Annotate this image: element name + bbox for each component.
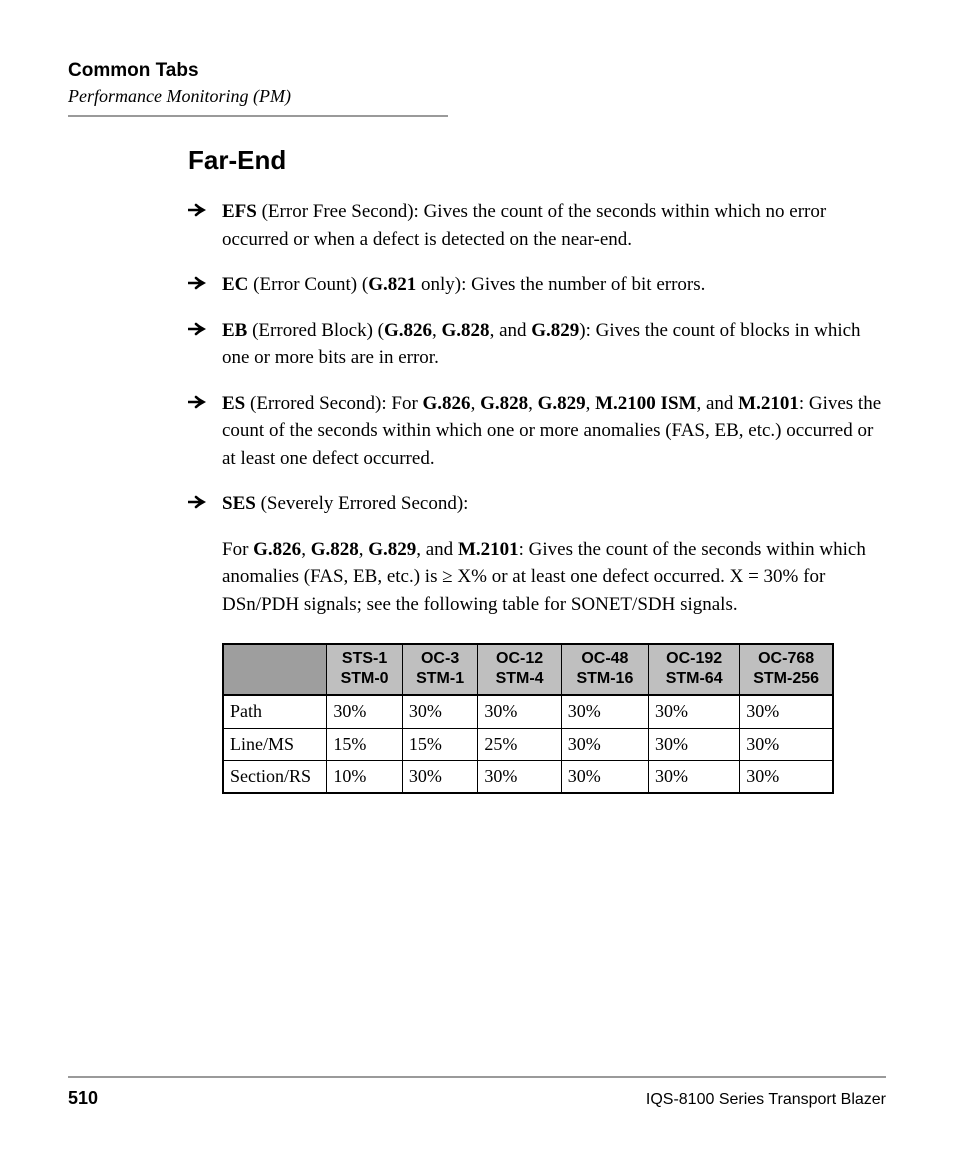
table-header: OC-768STM-256 [740, 644, 833, 696]
arrow-bullet-icon [188, 322, 208, 336]
table-cell: 30% [478, 760, 561, 793]
term-es: ES [222, 393, 245, 414]
table-header: OC-3STM-1 [402, 644, 478, 696]
table-cell: 30% [561, 728, 648, 760]
std-g828: G.828 [311, 539, 359, 560]
table-cell: 30% [740, 728, 833, 760]
std-m2100ism: M.2100 ISM [595, 393, 696, 414]
list-item-ec: EC (Error Count) (G.821 only): Gives the… [188, 271, 886, 299]
page-number: 510 [68, 1088, 98, 1109]
table-header-blank [223, 644, 327, 696]
table-cell: 30% [649, 760, 740, 793]
header-subtitle: Performance Monitoring (PM) [68, 86, 886, 107]
table-row: Line/MS 15% 15% 25% 30% 30% 30% [223, 728, 833, 760]
table-cell: 15% [327, 728, 403, 760]
text: (Errored Second): For [245, 393, 422, 414]
table-cell: 30% [561, 695, 648, 728]
table-header: OC-48STM-16 [561, 644, 648, 696]
term-efs: EFS [222, 201, 257, 222]
std-g826: G.826 [384, 320, 432, 341]
std-g828: G.828 [480, 393, 528, 414]
text: (Errored Block) ( [247, 320, 384, 341]
std-g829: G.829 [368, 539, 416, 560]
table-cell: 25% [478, 728, 561, 760]
text-efs: (Error Free Second): Gives the count of … [222, 201, 826, 250]
table-cell: 30% [740, 695, 833, 728]
text: only): Gives the number of bit errors. [416, 274, 705, 295]
list-item-es: ES (Errored Second): For G.826, G.828, G… [188, 390, 886, 473]
list-item-ses: SES (Severely Errored Second): [188, 490, 886, 518]
text: , [301, 539, 311, 560]
arrow-bullet-icon [188, 203, 208, 217]
header-title: Common Tabs [68, 60, 886, 82]
table-cell: 30% [649, 695, 740, 728]
table-cell: 15% [402, 728, 478, 760]
row-label: Line/MS [223, 728, 327, 760]
table-cell: 30% [478, 695, 561, 728]
std-m2101: M.2101 [458, 539, 519, 560]
list-item-eb: EB (Errored Block) (G.826, G.828, and G.… [188, 317, 886, 372]
term-ec: EC [222, 274, 248, 295]
std-m2101: M.2101 [738, 393, 799, 414]
table-header: OC-12STM-4 [478, 644, 561, 696]
text: For [222, 539, 253, 560]
text: , and [416, 539, 458, 560]
table-cell: 30% [561, 760, 648, 793]
table-cell: 30% [402, 695, 478, 728]
text: , [528, 393, 538, 414]
text: , [586, 393, 596, 414]
table-header-row: STS-1STM-0 OC-3STM-1 OC-12STM-4 OC-48STM… [223, 644, 833, 696]
text: , [471, 393, 481, 414]
ses-threshold-table: STS-1STM-0 OC-3STM-1 OC-12STM-4 OC-48STM… [222, 643, 834, 795]
text: , and [696, 393, 738, 414]
table-row: Path 30% 30% 30% 30% 30% 30% [223, 695, 833, 728]
arrow-bullet-icon [188, 276, 208, 290]
row-label: Section/RS [223, 760, 327, 793]
text: , [432, 320, 442, 341]
table-cell: 30% [402, 760, 478, 793]
term-eb: EB [222, 320, 247, 341]
table-header: OC-192STM-64 [649, 644, 740, 696]
ses-continuation: For G.826, G.828, G.829, and M.2101: Giv… [222, 536, 886, 619]
table-header: STS-1STM-0 [327, 644, 403, 696]
arrow-bullet-icon [188, 495, 208, 509]
row-label: Path [223, 695, 327, 728]
std-g821: G.821 [368, 274, 416, 295]
footer-product-name: IQS-8100 Series Transport Blazer [646, 1091, 886, 1109]
arrow-bullet-icon [188, 395, 208, 409]
text: , [359, 539, 369, 560]
table-cell: 30% [649, 728, 740, 760]
text: (Error Count) ( [248, 274, 368, 295]
std-g829: G.829 [538, 393, 586, 414]
std-g828: G.828 [442, 320, 490, 341]
page-footer: 510 IQS-8100 Series Transport Blazer [68, 1076, 886, 1109]
table-cell: 10% [327, 760, 403, 793]
section-heading-far-end: Far-End [188, 145, 886, 176]
table-cell: 30% [327, 695, 403, 728]
std-g826: G.826 [423, 393, 471, 414]
term-ses: SES [222, 493, 256, 514]
std-g829: G.829 [531, 320, 579, 341]
text: , and [490, 320, 532, 341]
table-cell: 30% [740, 760, 833, 793]
text-ses: (Severely Errored Second): [256, 493, 469, 514]
std-g826: G.826 [253, 539, 301, 560]
definition-list: EFS (Error Free Second): Gives the count… [188, 198, 886, 518]
table-row: Section/RS 10% 30% 30% 30% 30% 30% [223, 760, 833, 793]
header-rule [68, 115, 448, 117]
list-item-efs: EFS (Error Free Second): Gives the count… [188, 198, 886, 253]
